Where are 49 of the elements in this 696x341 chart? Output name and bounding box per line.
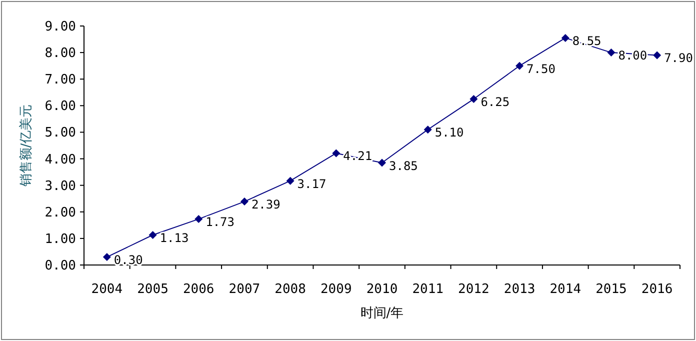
y-tick-label: 4.00 — [44, 152, 76, 168]
x-tick-label: 2011 — [412, 282, 444, 297]
y-tick-label: 6.00 — [44, 99, 76, 114]
data-label: 5.10 — [434, 126, 464, 140]
point — [516, 62, 524, 70]
data-label: 2.39 — [251, 198, 280, 212]
y-tick-label: 0.00 — [44, 258, 76, 274]
point — [378, 158, 386, 167]
x-tick-label: 2007 — [228, 282, 260, 297]
x-tick-label: 2010 — [366, 282, 398, 297]
x-axis-title: 时间/年 — [360, 306, 404, 321]
data-label: 0.30 — [114, 253, 143, 268]
y-tick-label: 5.00 — [44, 126, 76, 141]
point — [286, 176, 294, 185]
point — [561, 34, 570, 42]
y-tick-label: 2.00 — [44, 205, 76, 220]
data-label: 1.73 — [206, 215, 235, 230]
data-label: 7.50 — [526, 62, 556, 76]
y-tick-label: 1.00 — [44, 232, 76, 247]
point — [470, 95, 478, 104]
y-tick-label: 9.00 — [44, 20, 76, 34]
point — [424, 126, 432, 134]
point — [102, 253, 111, 262]
point — [240, 198, 248, 206]
x-tick-label: 2016 — [641, 282, 673, 297]
data-label: 3.85 — [389, 158, 418, 173]
point — [148, 230, 157, 239]
y-tick-label: 8.00 — [44, 46, 76, 62]
y-tick-label: 3.00 — [44, 178, 76, 194]
x-tick-label: 2009 — [320, 282, 352, 297]
point — [653, 51, 662, 60]
y-axis-title: 销售额/亿美元 — [18, 104, 34, 188]
y-tick-label: 7.00 — [44, 72, 76, 88]
data-label: 8.55 — [572, 34, 602, 48]
x-tick-label: 2012 — [458, 282, 490, 297]
data-label: 6.25 — [480, 95, 510, 110]
x-tick-label: 2004 — [91, 282, 123, 297]
x-tick-label: 2015 — [596, 282, 627, 297]
x-tick-label: 2014 — [550, 282, 582, 297]
x-tick-label: 2006 — [182, 282, 214, 297]
point — [332, 149, 340, 158]
data-label: 1.13 — [160, 230, 189, 245]
data-label: 3.17 — [297, 176, 326, 191]
data-label: 7.90 — [664, 51, 693, 66]
x-tick-label: 2008 — [274, 282, 306, 297]
x-tick-label: 2005 — [137, 282, 168, 297]
point — [607, 48, 616, 57]
point — [194, 215, 203, 224]
x-tick-label: 2013 — [504, 282, 536, 297]
